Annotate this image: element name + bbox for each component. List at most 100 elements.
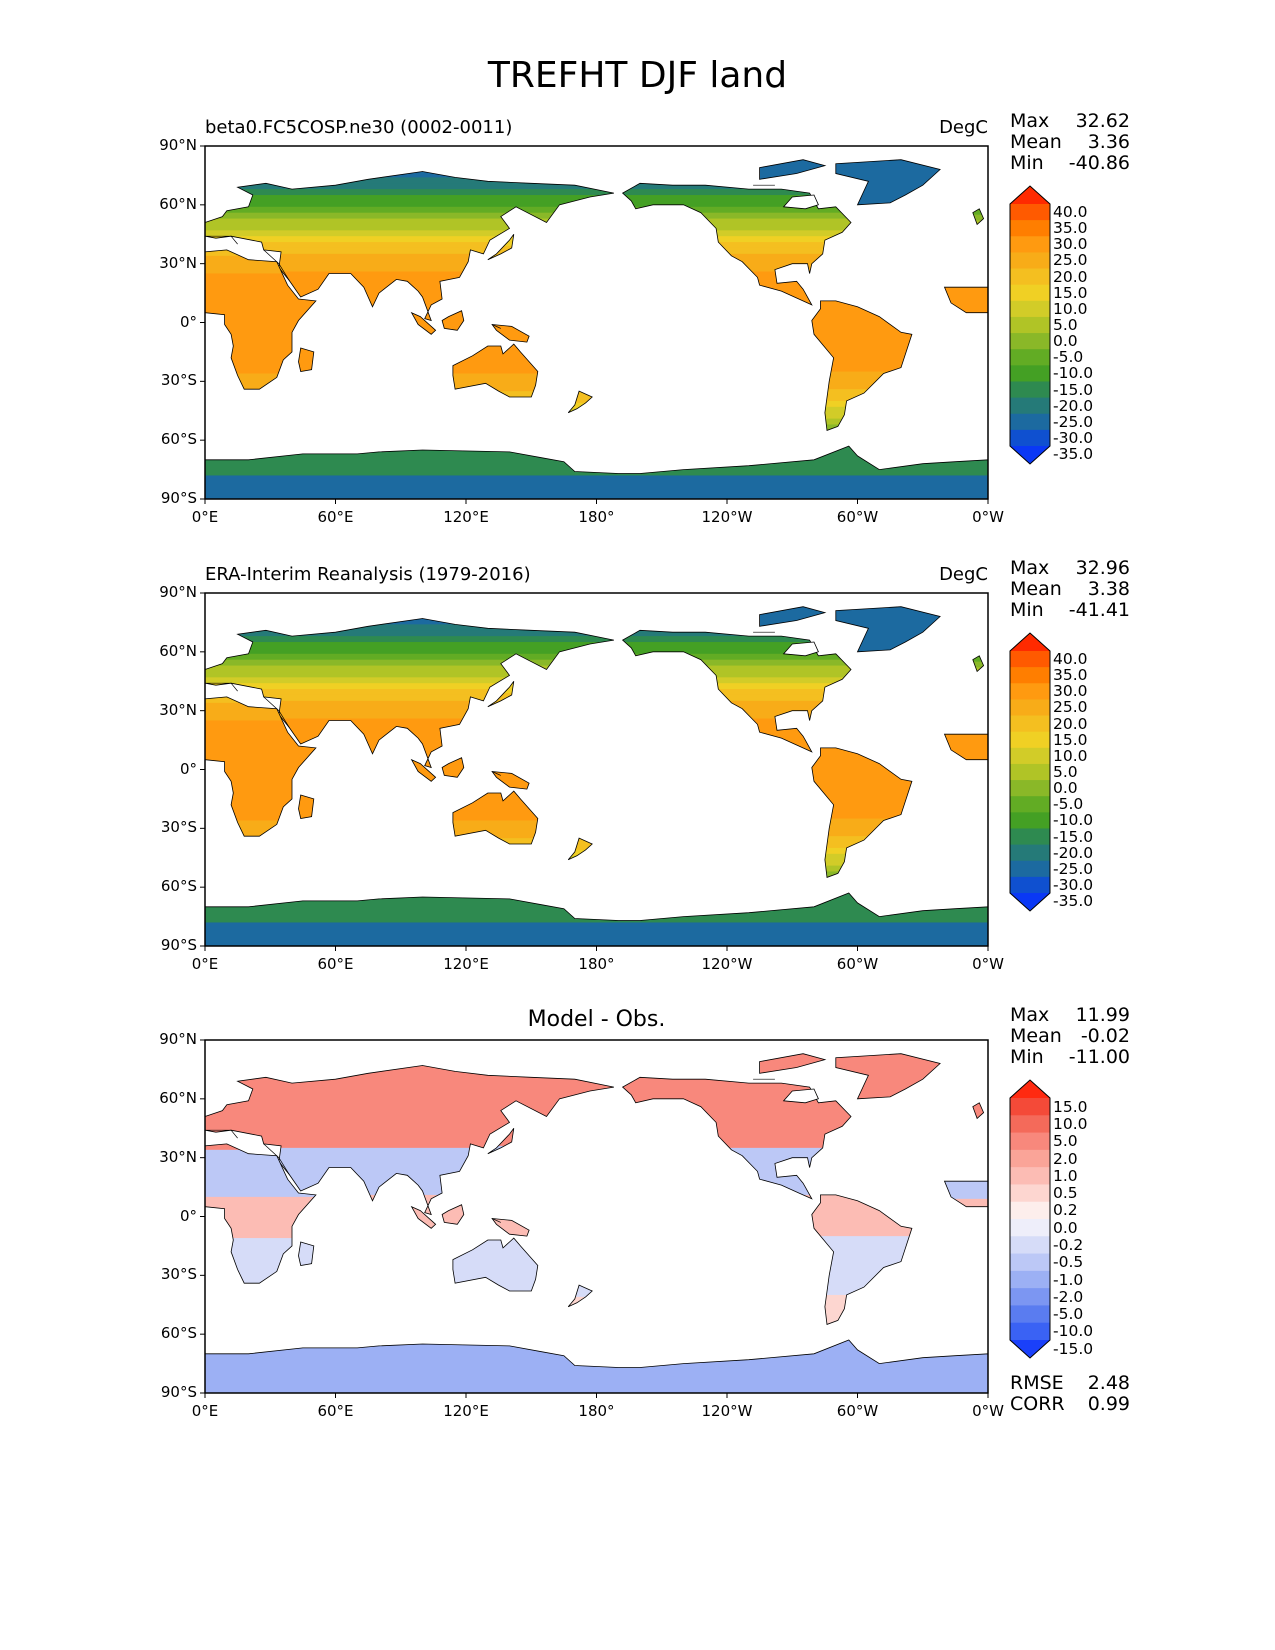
panel-3-stat-label-min: Min (1010, 1046, 1044, 1068)
panel-2-stat-value-mean: 3.38 (1087, 578, 1130, 600)
panel-2-colorbar-swatch (1010, 796, 1050, 813)
panel-2-colorbar-swatch (1010, 812, 1050, 829)
panel-1-left-title: beta0.FC5COSP.ne30 (0002-0011) (205, 117, 513, 138)
panel-3-colorbar-tick-3: 2.0 (1053, 1149, 1078, 1168)
panel-3-colorbar-swatch (1010, 1098, 1050, 1116)
panel-2-colorbar-swatch (1010, 699, 1050, 717)
panel-2-stat-value-min: -41.41 (1068, 599, 1130, 621)
panel-1-xtick-2: 120°E (443, 508, 489, 526)
panel-1-colorbar-swatch (1010, 349, 1050, 366)
panel-3-xtick-0: 0°E (191, 1402, 219, 1420)
panel-1-colorbar-tick-8: 0.0 (1053, 332, 1078, 351)
panel-2-colorbar-tick-3: 25.0 (1053, 698, 1088, 717)
panel-3-colorbar-tick-14: -15.0 (1053, 1339, 1094, 1358)
panel-1-colorbar-tick-13: -25.0 (1053, 412, 1094, 431)
panel-1-colorbar-max-arrow (1010, 186, 1050, 204)
panel-3-center-title: Model - Obs. (527, 1007, 666, 1032)
panel-2-ytick-6: 90°S (160, 936, 197, 954)
panel-3-footer-value-corr: 0.99 (1087, 1393, 1130, 1415)
panel-3-footer-label-corr: CORR (1010, 1393, 1065, 1415)
panel-2-colorbar-swatch (1010, 715, 1050, 733)
panel-3-colorbar-tick-11: -2.0 (1053, 1287, 1084, 1306)
panel-1-colorbar-min-arrow (1010, 446, 1050, 464)
panel-3-colorbar-tick-10: -1.0 (1053, 1270, 1084, 1289)
panel-1-colorbar-swatch (1010, 300, 1050, 318)
panel-2-ytick-1: 60°N (159, 641, 197, 660)
panel-1-colorbar-swatch (1010, 413, 1050, 431)
panel-2-colorbar-max-arrow (1010, 633, 1050, 651)
panel-1-colorbar-swatch (1010, 204, 1050, 221)
panel-3-colorbar-tick-4: 1.0 (1053, 1166, 1078, 1185)
panel-3-colorbar-swatch (1010, 1322, 1050, 1341)
panel-2-xtick-1: 60°E (317, 955, 354, 973)
panel-1-ytick-4: 30°S (160, 371, 197, 390)
panel-2-colorbar-swatch (1010, 667, 1050, 684)
panel-3-colorbar-max-arrow (1010, 1080, 1050, 1098)
panel-2-xtick-6: 0°W (972, 955, 1004, 973)
panel-1-ytick-5: 60°S (160, 430, 197, 449)
panel-3-colorbar-min-arrow (1010, 1340, 1050, 1358)
figure-title: TREFHT DJF land (487, 55, 788, 96)
panel-2-colorbar-tick-8: 0.0 (1053, 779, 1078, 798)
panel-2-stat-label-min: Min (1010, 599, 1044, 621)
panel-2-colorbar-tick-6: 10.0 (1053, 746, 1088, 765)
panel-1-colorbar-swatch (1010, 268, 1050, 286)
panel-2-colorbar-swatch (1010, 828, 1050, 846)
panel-2-colorbar-tick-2: 30.0 (1053, 682, 1088, 701)
panel-3-colorbar-tick-12: -5.0 (1053, 1305, 1084, 1324)
panel-3-colorbar-tick-1: 10.0 (1053, 1114, 1088, 1133)
panel-2-colorbar-swatch (1010, 683, 1050, 700)
panel-3-colorbar-tick-8: -0.2 (1053, 1235, 1084, 1254)
panel-1-xtick-5: 60°W (836, 508, 879, 526)
panel-3-xtick-4: 120°W (701, 1402, 753, 1420)
panel-2-ytick-4: 30°S (160, 818, 197, 837)
panel-3-xtick-2: 120°E (443, 1402, 489, 1420)
panel-2-colorbar-swatch (1010, 844, 1050, 862)
panel-2-colorbar-swatch (1010, 876, 1050, 894)
panel-3-stat-label-max: Max (1010, 1004, 1050, 1026)
panel-3-stat-label-mean: Mean (1010, 1025, 1062, 1047)
panel-3-footer-value-rmse: 2.48 (1087, 1372, 1130, 1394)
panel-2-xtick-2: 120°E (443, 955, 489, 973)
panel-1-stat-label-max: Max (1010, 110, 1050, 132)
panel-1-colorbar-swatch (1010, 381, 1050, 399)
panel-1-stat-label-min: Min (1010, 152, 1044, 174)
panel-2-colorbar-tick-14: -30.0 (1053, 875, 1094, 894)
panel-3-hudson-bay (782, 1088, 819, 1104)
panel-1-colorbar-tick-7: 5.0 (1053, 316, 1078, 334)
panel-2-colorbar-tick-0: 40.0 (1053, 650, 1088, 669)
panel-3-ytick-0: 90°N (159, 1030, 197, 1048)
panel-1-hudson-bay (782, 194, 819, 210)
panel-1-colorbar-tick-0: 40.0 (1053, 203, 1088, 222)
panel-1-colorbar-tick-9: -5.0 (1053, 348, 1084, 367)
panel-2-ytick-0: 90°N (159, 583, 197, 601)
panel-3-stat-value-min: -11.00 (1068, 1046, 1130, 1068)
panel-1-xtick-1: 60°E (317, 508, 354, 526)
panel-1-colorbar-swatch (1010, 252, 1050, 270)
panel-2-colorbar-swatch (1010, 731, 1050, 749)
panel-1-colorbar-tick-3: 25.0 (1053, 251, 1088, 270)
panel-1-stat-value-max: 32.62 (1075, 110, 1130, 132)
panel-1-colorbar-swatch (1010, 220, 1050, 237)
panel-3-stat-value-max: 11.99 (1075, 1004, 1130, 1026)
panel-3-colorbar-swatch (1010, 1288, 1050, 1306)
panel-3-xtick-6: 0°W (972, 1402, 1004, 1420)
panel-1-colorbar-tick-4: 20.0 (1053, 267, 1088, 286)
panel-2-ytick-5: 60°S (160, 877, 197, 896)
panel-1-colorbar-tick-14: -30.0 (1053, 428, 1094, 447)
panel-3-ytick-5: 60°S (160, 1324, 197, 1343)
panel-1-xtick-3: 180° (578, 508, 615, 526)
panel-3-colorbar-tick-9: -0.5 (1053, 1253, 1084, 1272)
panel-2-xtick-4: 120°W (701, 955, 753, 973)
panel-3-ytick-2: 30°N (159, 1147, 197, 1166)
panel-1-ytick-3: 0° (179, 312, 197, 331)
panel-1-units: DegC (939, 117, 988, 138)
panel-2-colorbar-tick-10: -10.0 (1053, 811, 1094, 830)
panel-2-ytick-3: 0° (179, 759, 197, 778)
panel-2-ytick-2: 30°N (159, 700, 197, 719)
panel-3-colorbar-swatch (1010, 1236, 1050, 1255)
panel-2-colorbar-swatch (1010, 780, 1050, 797)
